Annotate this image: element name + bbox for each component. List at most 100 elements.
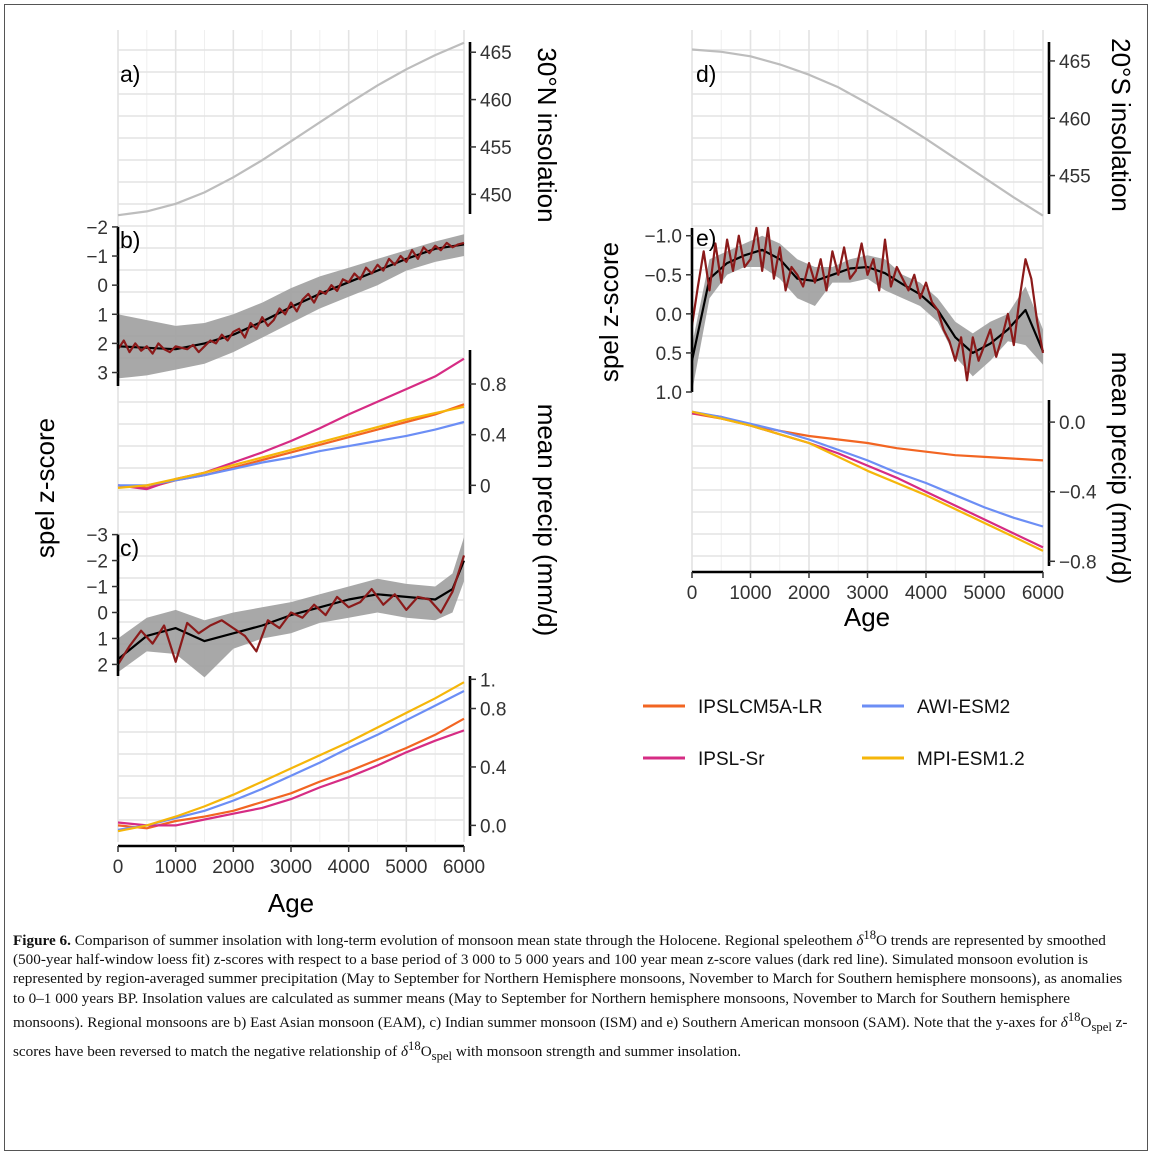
panel-b-y-axis: −2 −1 0 1 2 3 (86, 218, 120, 386)
panel-a-y-tick-label: 455 (480, 138, 512, 159)
caption-o-2: O (1080, 1013, 1092, 1031)
y-title-insolation-30n: 30°N insolation (532, 47, 562, 222)
figure-frame (4, 4, 1148, 1151)
panel-c2-y-tick-label: 1. (480, 670, 496, 691)
y-title-spel-left: spel z-score (30, 418, 60, 558)
y-title-insolation-20s: 20°S insolation (1106, 38, 1136, 212)
panel-b-y-tick-label: 1 (97, 305, 108, 326)
panel-a-y-tick-label: 465 (480, 43, 512, 64)
panel-b2-line-mpi-esm1-2 (117, 405, 465, 489)
legend-label-awi-esm2: AWI-ESM2 (917, 697, 1010, 718)
caption-delta-1: δ (856, 932, 864, 950)
panel-b-y-tick-label: −2 (86, 218, 108, 239)
y-title-spel-right: spel z-score (594, 242, 624, 382)
panel-a-y-tick-label: 450 (480, 185, 512, 206)
panel-d-y-tick-label: 465 (1059, 52, 1091, 73)
panel-e2-y-tick-label: 0.0 (1059, 413, 1085, 434)
legend-label-ipslcm5a-lr: IPSLCM5A-LR (698, 697, 823, 718)
panel-c2-y-tick-label: 0.8 (480, 700, 506, 721)
x-axis-left-tick-label: 4000 (328, 857, 370, 878)
panel-b-line-series-1 (117, 241, 465, 355)
panel-e-line-series-1 (690, 226, 1045, 382)
panel-e2-y-axis: 0.0 −0.4 −0.8 (1047, 400, 1097, 573)
caption-part-4: with monsoon strength and summer insolat… (452, 1043, 742, 1061)
caption-part-2: O trends are represented by smoothed (50… (13, 932, 1123, 1031)
legend: IPSLCM5A-LR AWI-ESM2 IPSL-Sr MPI-ESM1.2 (643, 697, 1025, 770)
x-axis-right-tick-label: 4000 (905, 583, 947, 604)
caption-sup-3: 18 (408, 1039, 421, 1054)
panel-b2-y-tick-label: 0 (480, 476, 491, 497)
panel-b2-y-tick-label: 0.4 (480, 426, 507, 447)
panel-e-uncertainty-band (692, 235, 1043, 392)
panel-a-y-axis: 465 460 455 450 (468, 42, 512, 214)
x-axis-left: 0 1000 2000 3000 4000 5000 6000 (113, 844, 485, 878)
panel-e-y-tick-label: 1.0 (656, 383, 682, 404)
panel-e-label: e) (696, 225, 716, 251)
panel-c-uncertainty-band (118, 537, 464, 678)
panel-c2-y-axis: 0.0 0.4 0.8 1. (468, 670, 507, 837)
legend-label-mpi-esm1-2: MPI-ESM1.2 (917, 749, 1025, 770)
panel-c-y-tick-label: −2 (86, 552, 108, 573)
panel-c2-line-awi-esm2 (117, 690, 465, 831)
panel-c2-line-mpi-esm1-2 (117, 681, 465, 833)
panel-e-y-tick-label: 0.0 (656, 305, 682, 326)
x-axis-left-tick-label: 0 (113, 857, 124, 878)
figure-caption: Figure 6. Comparison of summer insolatio… (13, 926, 1133, 1066)
panel-b2-line-awi-esm2 (118, 420, 465, 487)
x-axis-right-tick-label: 3000 (846, 583, 888, 604)
panel-b-y-tick-label: −1 (86, 247, 108, 268)
panel-c-y-axis: −3 −2 −1 0 1 2 (86, 526, 120, 676)
panel-c-y-tick-label: 0 (97, 603, 108, 624)
x-axis-title-left: Age (268, 888, 314, 918)
grid-right (691, 30, 1044, 572)
panel-b-y-tick-label: 2 (97, 334, 108, 355)
panel-c2-y-tick-label: 0.4 (480, 758, 507, 779)
panel-c-y-tick-label: 1 (97, 629, 108, 650)
caption-sub-2: spel (1091, 1019, 1112, 1034)
panel-e-y-tick-label: −1.0 (644, 227, 682, 248)
panel-d-y-axis: 465 460 455 (1047, 42, 1091, 214)
caption-delta-2: δ (1060, 1013, 1068, 1031)
x-axis-right-tick-label: 0 (687, 583, 698, 604)
x-axis-left-tick-label: 1000 (155, 857, 197, 878)
figure-canvas: 465460455450−2−1012300.40.8−3−2−10120.00… (30, 30, 1136, 918)
panel-d-line-series-0 (691, 48, 1044, 217)
caption-delta-3: δ (400, 1043, 409, 1061)
panel-e2-y-tick-label: −0.4 (1059, 483, 1097, 504)
panel-c-y-tick-label: 2 (97, 655, 108, 676)
legend-label-ipsl-sr: IPSL-Sr (698, 749, 765, 770)
x-axis-right-tick-label: 6000 (1022, 583, 1064, 604)
y-title-precip-right: mean precip (mm/d) (1106, 352, 1136, 585)
x-axis-right: 0 1000 2000 3000 4000 5000 6000 (687, 570, 1064, 604)
panel-a-line-series-0 (117, 41, 465, 217)
panel-d-label: d) (696, 61, 716, 87)
caption-sup-2: 18 (1067, 1009, 1081, 1024)
panel-b-label: b) (120, 227, 140, 253)
x-axis-right-tick-label: 1000 (729, 583, 771, 604)
panel-b-line-series-0 (117, 243, 465, 351)
panel-c2-line-ipslcm5a-lr (117, 717, 465, 830)
panel-c-y-tick-label: −1 (86, 578, 108, 599)
caption-sup-1: 18 (863, 928, 877, 942)
caption-part-1: Comparison of summer insolation with lon… (70, 932, 857, 950)
x-axis-right-tick-label: 2000 (788, 583, 830, 604)
x-axis-title-right: Age (844, 602, 890, 632)
panel-c-line-series-1 (117, 555, 466, 665)
panel-b2-y-axis: 0 0.4 0.8 (468, 350, 507, 497)
caption-figure-label: Figure 6. (13, 932, 71, 950)
panel-e-y-tick-label: 0.5 (656, 344, 682, 365)
grid-left (117, 30, 465, 842)
panel-b-y-tick-label: 3 (97, 364, 108, 385)
panel-e2-line-awi-esm2 (691, 410, 1044, 528)
panel-a-y-tick-label: 460 (480, 91, 512, 112)
panel-a-label: a) (120, 61, 140, 87)
panel-d-y-tick-label: 455 (1059, 167, 1091, 188)
caption-sub-3: spel (431, 1049, 453, 1064)
panel-d-y-tick-label: 460 (1059, 109, 1091, 130)
panel-e-y-axis: −1.0 −0.5 0.0 0.5 1.0 (644, 227, 694, 404)
panel-e-y-tick-label: −0.5 (644, 266, 682, 287)
panel-b-y-tick-label: 0 (97, 276, 108, 297)
caption-part-3: z-scores have been reversed to match the… (13, 1013, 1128, 1061)
panel-b2-y-tick-label: 0.8 (480, 375, 506, 396)
panel-c2-line-ipsl-sr (117, 729, 465, 827)
